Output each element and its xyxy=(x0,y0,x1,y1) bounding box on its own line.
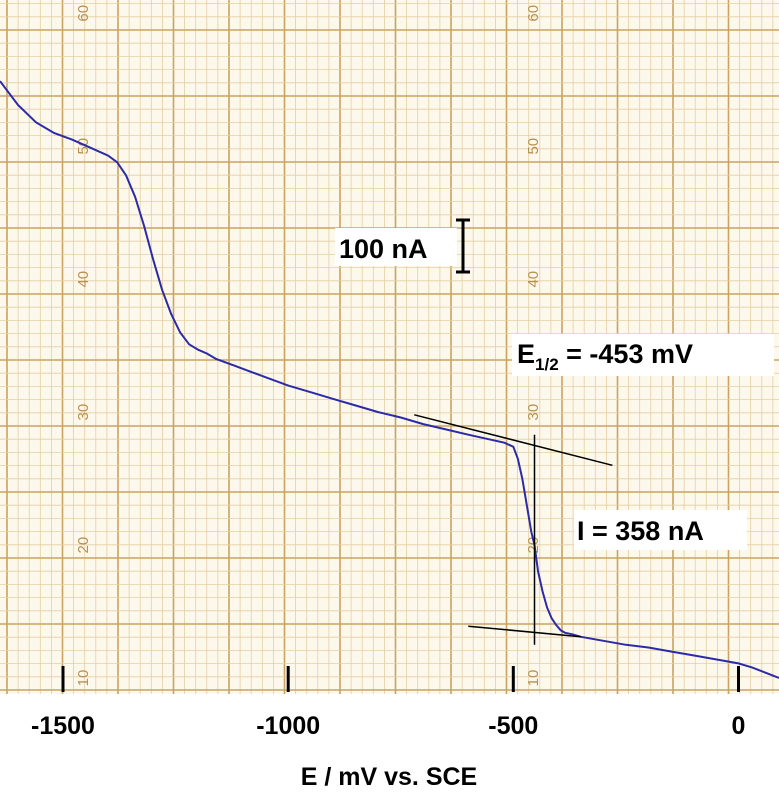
x-tick-label: -500 xyxy=(488,712,538,740)
e-half-annotation: E1/2 = -453 mV xyxy=(517,339,693,374)
graph-paper-scale-number: 60 xyxy=(75,5,92,22)
graph-paper-scale-number: 50 xyxy=(75,138,92,155)
graph-paper-scale-number: 10 xyxy=(525,670,542,687)
polarogram-curve xyxy=(0,80,779,679)
graph-paper-scale-number: 50 xyxy=(525,138,542,155)
current-annotation-bg xyxy=(574,510,747,550)
e-half-symbol: E xyxy=(517,339,535,369)
x-tick-label: -1500 xyxy=(31,712,95,740)
graph-paper-scale-number: 40 xyxy=(525,271,542,288)
scale-bar-label: 100 nA xyxy=(339,234,428,264)
x-axis-title: E / mV vs. SCE xyxy=(301,763,477,791)
lower-tangent-line xyxy=(468,625,581,638)
graph-paper-scale-number: 60 xyxy=(525,5,542,22)
e-half-subscript: 1/2 xyxy=(535,355,559,374)
x-axis-tick-labels: -1500 -1000 -500 0 xyxy=(31,712,745,740)
graph-paper-scale-number: 40 xyxy=(75,271,92,288)
graph-paper-scale-number: 20 xyxy=(75,537,92,554)
graph-paper-scale-number: 30 xyxy=(525,404,542,421)
scale-bar: 100 nA xyxy=(335,218,470,274)
x-axis-ticks xyxy=(61,666,740,692)
graph-paper-scale-number: 30 xyxy=(75,404,92,421)
e-half-value: = -453 mV xyxy=(559,339,693,369)
x-tick-label: 0 xyxy=(732,712,746,740)
e-half-annotation-bg xyxy=(512,334,774,376)
x-tick-label: -1000 xyxy=(256,712,320,740)
scale-bar-label-bg xyxy=(335,228,457,266)
graph-paper-scale-number: 10 xyxy=(75,670,92,687)
current-annotation: I = 358 nA xyxy=(577,516,704,546)
upper-tangent-line xyxy=(414,414,613,467)
